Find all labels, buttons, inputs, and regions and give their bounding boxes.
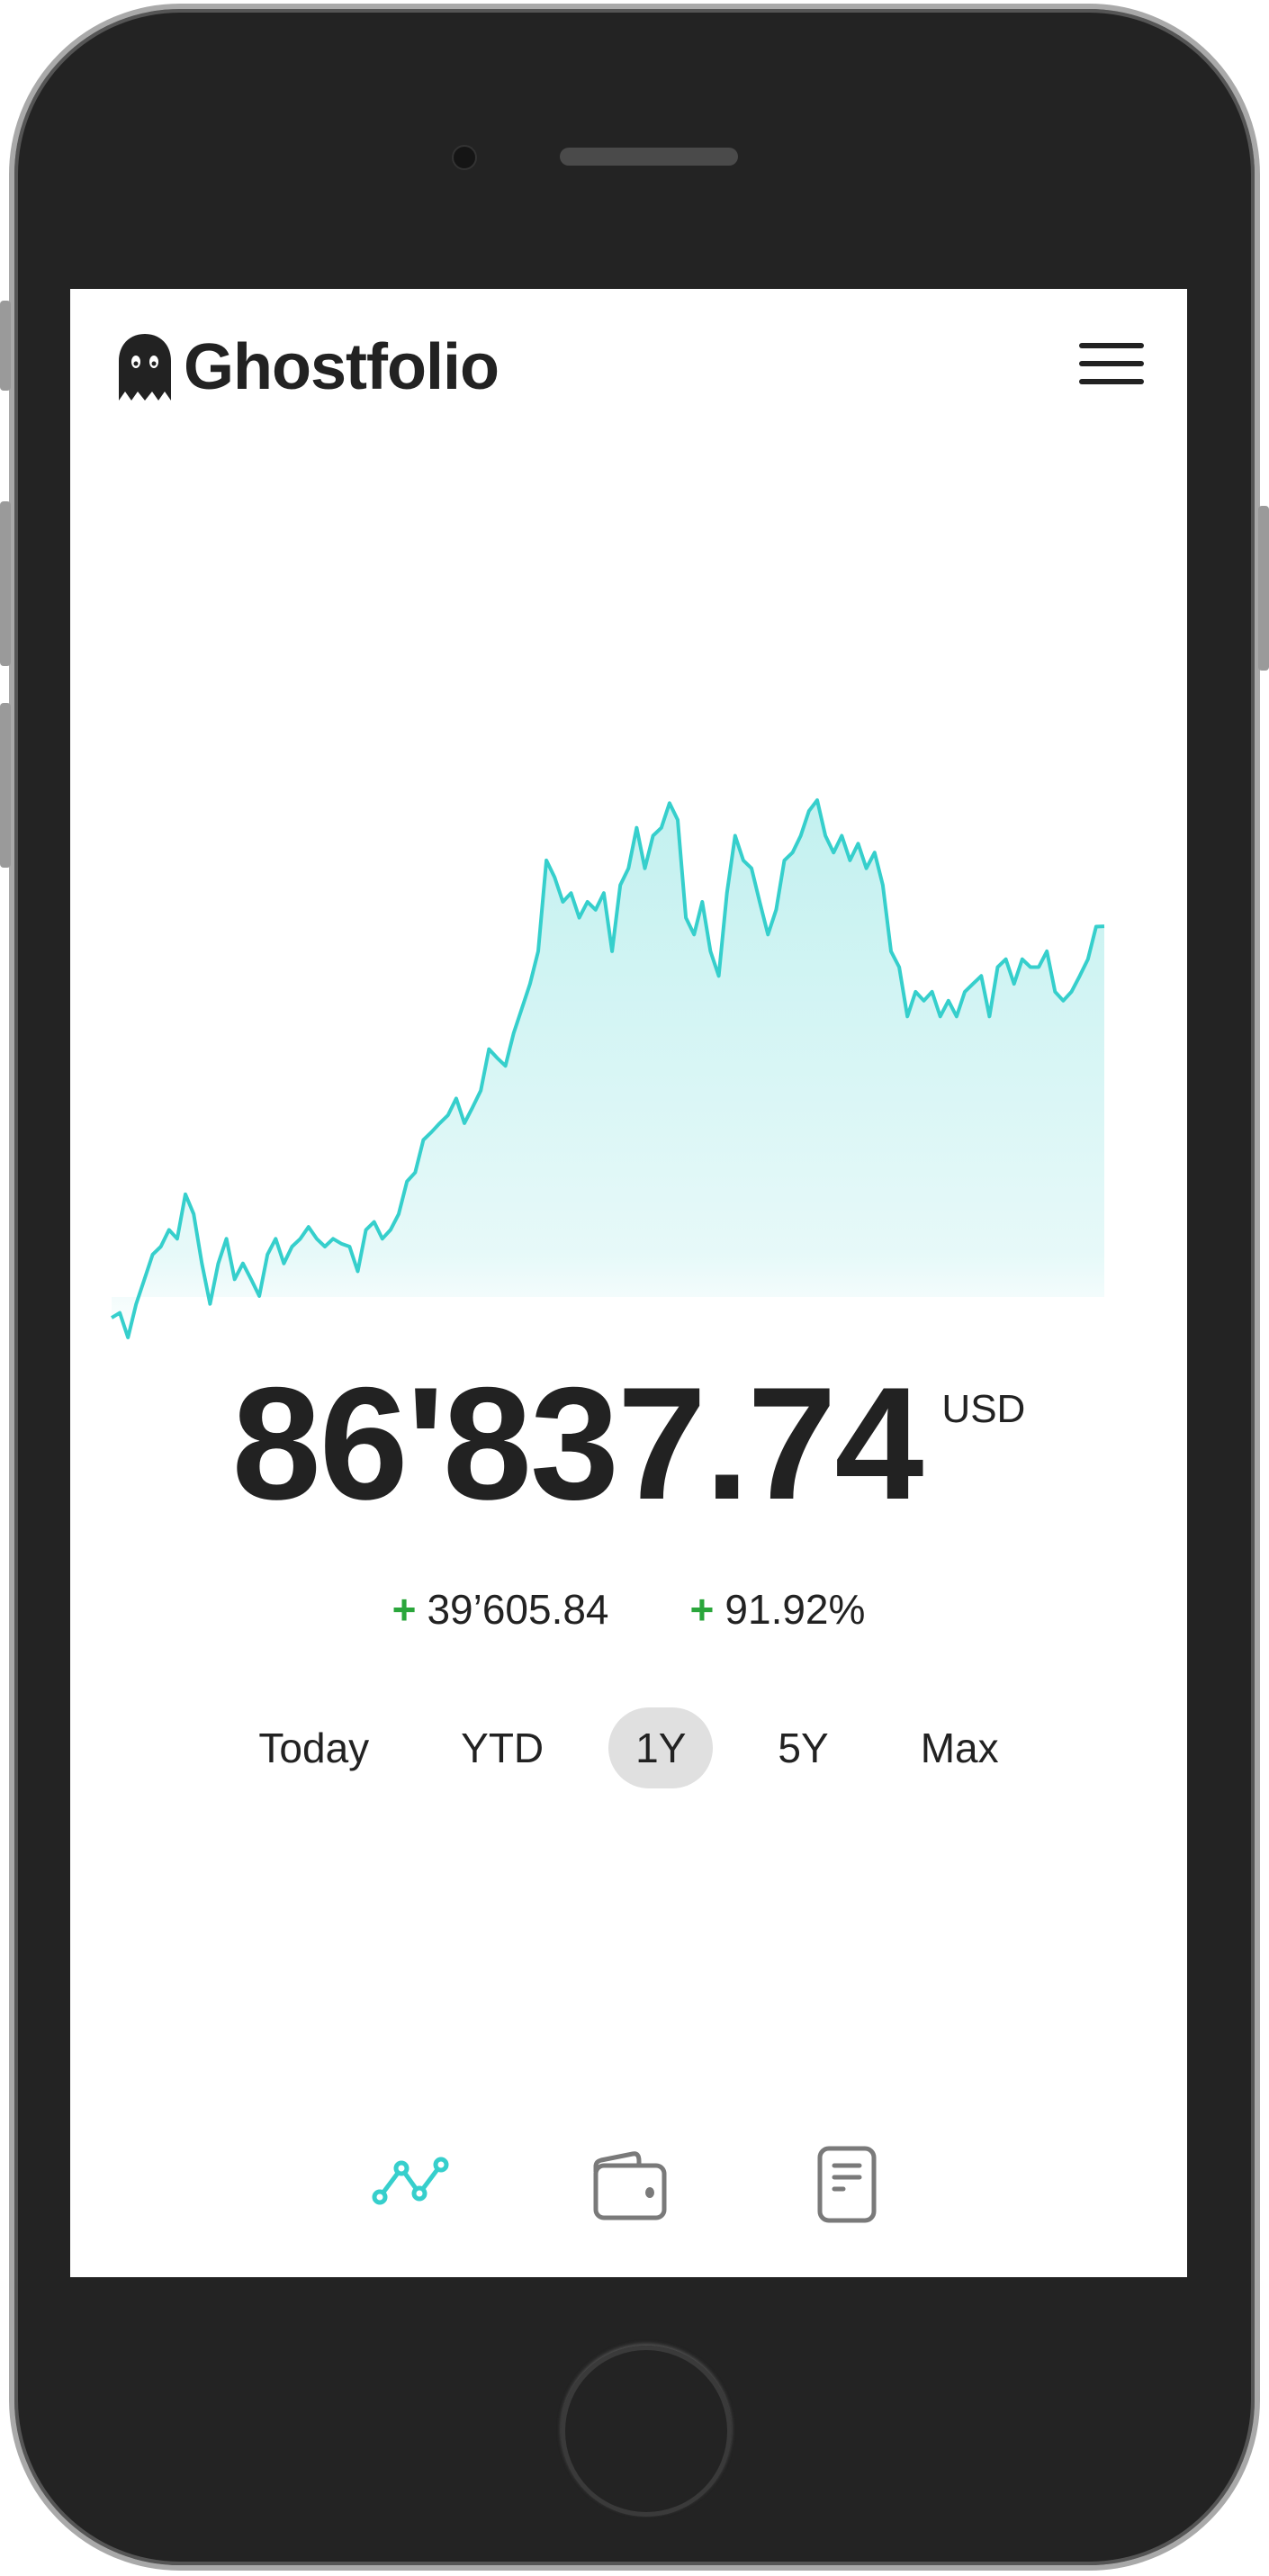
bottom-tab-bar xyxy=(70,2143,1187,2233)
mute-switch xyxy=(0,301,11,391)
date-range-selector: Today YTD 1Y 5Y Max xyxy=(70,1707,1187,1788)
chart-area-fill xyxy=(112,800,1104,1338)
document-icon xyxy=(817,2146,877,2223)
portfolio-value: 86'837.74 USD xyxy=(70,1351,1187,1536)
tab-transactions[interactable] xyxy=(800,2143,890,2233)
line-chart-icon xyxy=(372,2157,449,2205)
percent-change: +91.92% xyxy=(689,1586,866,1633)
currency-label: USD xyxy=(941,1387,1026,1431)
absolute-change: +39’605.84 xyxy=(392,1586,609,1633)
volume-down-button xyxy=(0,703,11,868)
earpiece-speaker xyxy=(560,148,738,166)
ghost-icon xyxy=(119,334,171,401)
chart-series-line xyxy=(110,798,1105,1339)
tab-overview[interactable] xyxy=(367,2143,457,2233)
range-ytd[interactable]: YTD xyxy=(461,1725,544,1771)
front-camera xyxy=(452,145,477,170)
wallet-icon xyxy=(593,2151,667,2220)
power-button xyxy=(1258,506,1269,671)
total-value: 86'837.74 xyxy=(231,1354,924,1533)
volume-up-button xyxy=(0,501,11,666)
logo[interactable]: Ghostfolio xyxy=(119,330,500,404)
range-today[interactable]: Today xyxy=(258,1725,370,1771)
performance-chart xyxy=(110,798,1105,1339)
range-max[interactable]: Max xyxy=(920,1725,999,1771)
tab-holdings[interactable] xyxy=(583,2143,673,2233)
hamburger-menu-icon[interactable] xyxy=(1079,343,1144,384)
home-button[interactable] xyxy=(561,2346,732,2517)
app-screen: Ghostfolio 86'837.74 USD +39’605.84 +91.… xyxy=(70,289,1187,2277)
performance-changes: +39’605.84 +91.92% xyxy=(70,1585,1187,1634)
range-5y[interactable]: 5Y xyxy=(778,1725,829,1771)
app-title: Ghostfolio xyxy=(184,331,500,403)
range-1y[interactable]: 1Y xyxy=(608,1707,714,1788)
